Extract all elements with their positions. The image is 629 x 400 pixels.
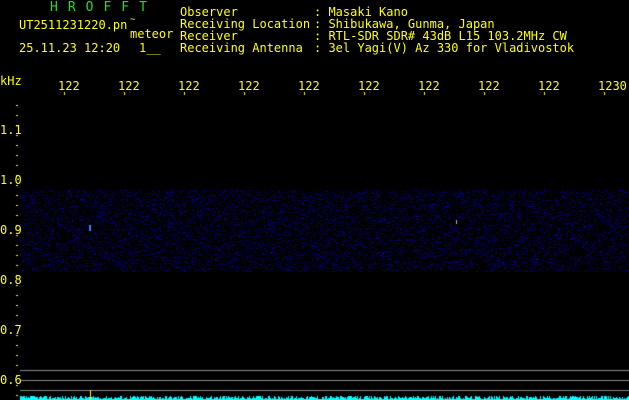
time-label: 1224 xyxy=(238,80,260,92)
antenna-value: : 3el Yagi(V) Az 330 for Vladivostok xyxy=(314,41,575,55)
receiver-label: Receiver xyxy=(180,29,238,43)
file-suffix: ~ xyxy=(130,15,136,25)
time-label: 1222 xyxy=(118,80,140,92)
freq-label: 0.8 xyxy=(0,273,22,287)
freq-label: 0.7 xyxy=(0,323,22,337)
app-title: HROFFT xyxy=(50,0,157,15)
time-label: 1225 xyxy=(298,80,320,92)
location-value: : Shibukawa, Gunma, Japan xyxy=(314,17,495,31)
mode-label: meteor xyxy=(130,27,174,41)
time-label: 1228 xyxy=(478,80,500,92)
counter: 1__ xyxy=(139,41,161,55)
time-label: 1226 xyxy=(358,80,380,92)
location-label: Receiving Location xyxy=(180,17,311,31)
receiver-value: : RTL-SDR SDR# 43dB L15 103.2MHz CW xyxy=(314,29,567,43)
time-label: 1229 xyxy=(538,80,560,92)
freq-label: 0.6 xyxy=(0,373,22,387)
freq-label: 0.9 xyxy=(0,223,22,237)
time-label: 1227 xyxy=(418,80,440,92)
datetime: 25.11.23 12:20 xyxy=(19,41,121,55)
y-unit: kHz xyxy=(0,74,22,88)
time-label: 1230 xyxy=(598,80,627,92)
freq-label: 1.0 xyxy=(0,173,22,187)
freq-label: 1.1 xyxy=(0,123,22,137)
observer-label: Observer xyxy=(180,5,238,19)
observer-value: : Masaki Kano xyxy=(314,5,408,19)
time-label: 1223 xyxy=(178,80,200,92)
antenna-label: Receiving Antenna xyxy=(180,41,303,55)
file-name: UT2511231220.pn xyxy=(19,18,128,32)
